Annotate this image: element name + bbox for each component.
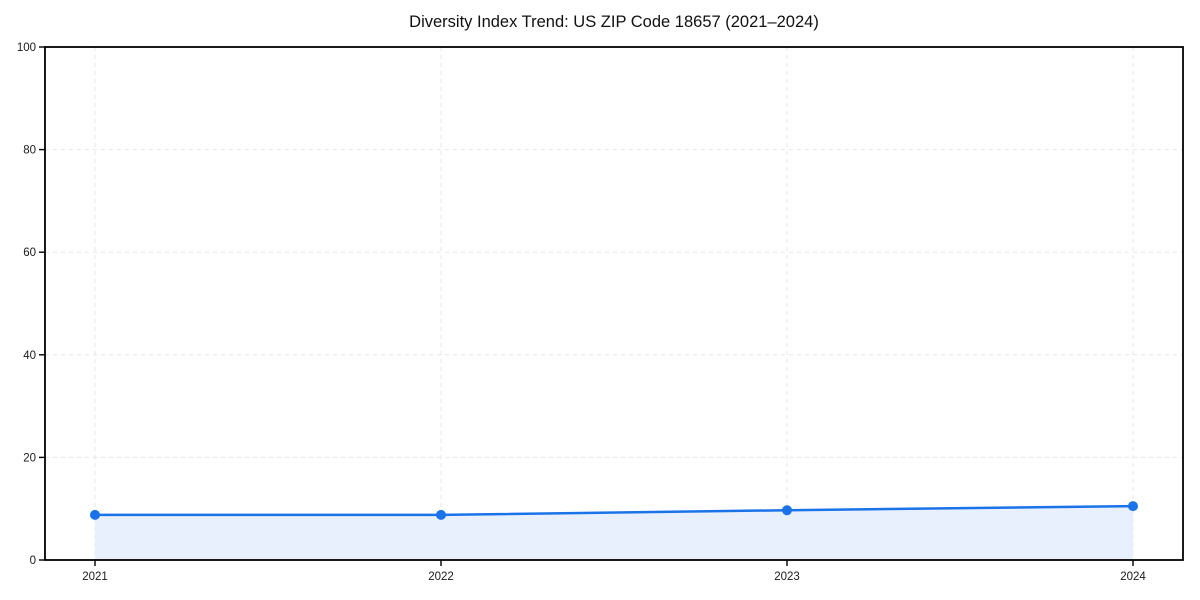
y-tick-label: 100 [17,42,36,54]
data-point-marker-2023 [782,505,792,516]
x-tick-label: 2022 [428,571,454,583]
y-tick-label: 60 [23,247,36,259]
plot-border [44,46,1184,561]
y-tick-label: 80 [23,145,36,157]
area-fill [95,506,1133,560]
y-tick-label: 40 [23,350,36,362]
trend-line [93,504,1135,517]
data-point-marker-2024 [1128,501,1138,512]
data-point-marker-2021 [90,509,100,520]
x-tick-label: 2021 [82,571,108,583]
x-tick-label: 2024 [1120,571,1146,583]
y-tick-label: 20 [23,452,36,464]
y-tick-label: 0 [30,555,36,567]
chart-title: Diversity Index Trend: US ZIP Code 18657… [409,13,819,31]
x-tick-label: 2023 [774,571,800,583]
data-point-marker-2022 [436,509,446,520]
